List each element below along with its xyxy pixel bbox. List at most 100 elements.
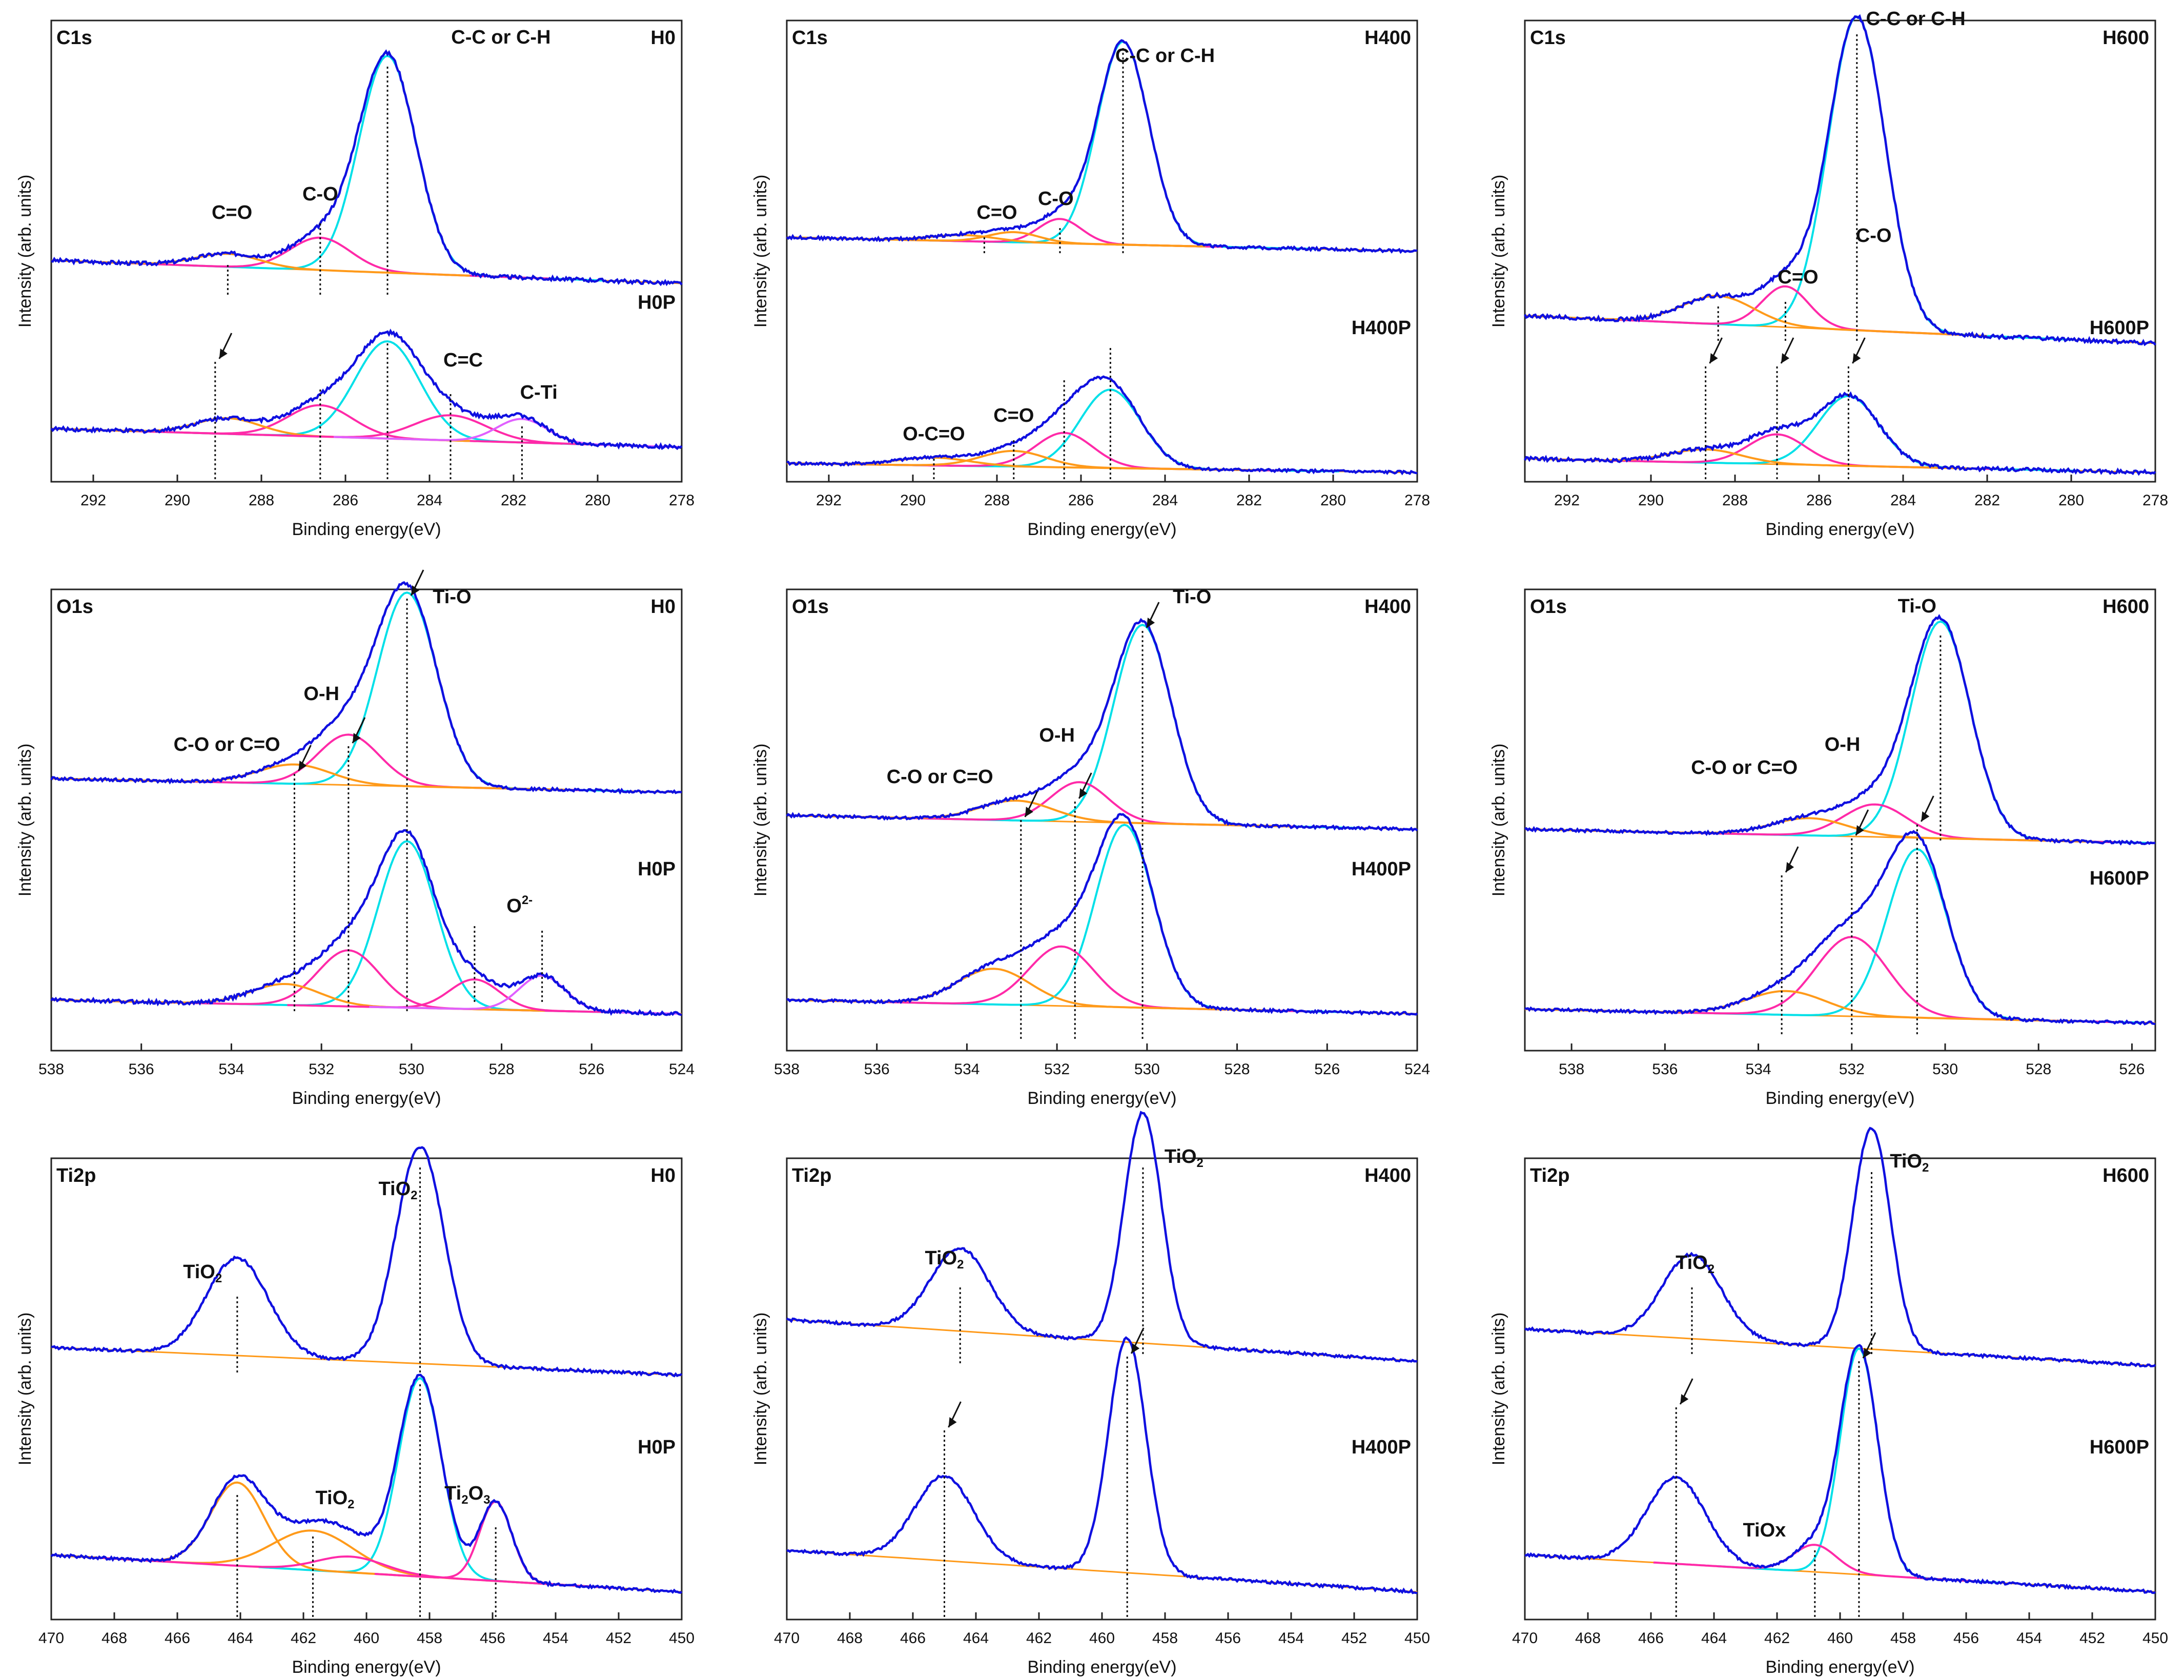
annotation-text: Ti-O <box>1898 596 1936 617</box>
sample-label: H0 <box>650 1165 676 1186</box>
x-tick-label: 534 <box>1746 1061 1771 1078</box>
panel-title: Ti2p <box>1530 1165 1569 1186</box>
annotation-text: O-H <box>1825 734 1861 755</box>
annotation-text: TiO <box>379 1178 411 1200</box>
x-tick-label: 458 <box>1152 1630 1178 1647</box>
y-axis-label: Intensity (arb. units) <box>15 1313 35 1466</box>
annotation-subscript: 2 <box>411 1189 417 1202</box>
annotation-superscript: 2- <box>522 893 533 907</box>
component-peak <box>1716 620 2154 844</box>
x-tick-label: 278 <box>669 492 695 509</box>
x-tick-label: 530 <box>399 1061 424 1078</box>
annotation-text: C-C or C-H <box>451 27 550 48</box>
x-tick-label: 470 <box>38 1630 64 1647</box>
x-tick-label: 536 <box>864 1061 890 1078</box>
peak-annotation: C-O <box>302 183 338 205</box>
arrow-head <box>1786 862 1794 872</box>
panel-ti2p-h600: 470 468 466 464 462 460 458 456 454 452 450 Binding… <box>1489 1126 2168 1677</box>
panel-ti2p-h400: 470 468 466 464 462 460 458 456 454 452 450 Binding… <box>751 1111 1430 1677</box>
peak-annotation: TiO2 <box>925 1247 964 1272</box>
annotation-text: TiO <box>183 1261 215 1283</box>
annotation-text: TiO <box>1890 1151 1922 1172</box>
x-tick-label: 530 <box>1932 1061 1958 1078</box>
x-tick-label: 524 <box>669 1061 695 1078</box>
peak-annotation: TiO2 <box>1890 1151 1929 1175</box>
annotation-text: Ti-O <box>433 586 471 608</box>
panel-o1s-h0: 538 536 534 532 530 528 526 524 Binding energy(e… <box>15 569 695 1108</box>
peak-annotation: C-C or C-H <box>451 27 550 48</box>
annotation-text: C=C <box>443 350 483 371</box>
annotation-text: C-O or C=O <box>174 734 280 755</box>
x-axis-label: Binding energy(eV) <box>1027 1089 1176 1108</box>
x-tick-label: 530 <box>1134 1061 1160 1078</box>
envelope-h0p <box>50 829 682 1016</box>
x-tick-label: 290 <box>1638 492 1664 509</box>
x-tick-label: 534 <box>954 1061 979 1078</box>
arrow-head <box>1147 618 1155 628</box>
x-tick-label: 450 <box>2142 1630 2168 1647</box>
annotation-subscript: 2 <box>1922 1161 1929 1175</box>
annotation-subscript: 2 <box>1708 1262 1714 1276</box>
peak-annotation: C-O <box>1038 188 1074 210</box>
x-tick-label: 536 <box>129 1061 154 1078</box>
annotation-subscript: 2 <box>1197 1156 1203 1170</box>
x-tick-label: 288 <box>1722 492 1748 509</box>
x-tick-label: 286 <box>333 492 358 509</box>
x-tick-label: 466 <box>165 1630 190 1647</box>
x-tick-label: 538 <box>1559 1061 1584 1078</box>
x-tick-label: 454 <box>2016 1630 2042 1647</box>
sample-label: H0 <box>650 596 676 618</box>
y-axis-label: Intensity (arb. units) <box>1489 175 1508 328</box>
x-tick-label: 470 <box>774 1630 800 1647</box>
envelope-h400 <box>786 39 1418 254</box>
envelope-h400p <box>786 1336 1418 1594</box>
envelope-h600p <box>1524 1344 2156 1594</box>
annotation-text: O-C=O <box>903 423 965 445</box>
plot-frame <box>50 588 683 1052</box>
x-tick-label: 528 <box>2026 1061 2051 1078</box>
component-peak <box>1653 1544 1976 1583</box>
annotation-text: C-Ti <box>520 382 558 403</box>
component-peak <box>287 978 662 1015</box>
x-axis-label: Binding energy(eV) <box>1765 1089 1914 1108</box>
arrow-head <box>1025 807 1033 817</box>
background-line <box>1524 1328 2156 1367</box>
x-tick-label: 526 <box>579 1061 604 1078</box>
panel-title: Ti2p <box>56 1165 96 1186</box>
arrow-head <box>1863 1348 1871 1358</box>
x-axis-label: Binding energy(eV) <box>292 1089 441 1108</box>
x-tick-label: 452 <box>1341 1630 1367 1647</box>
sample-label: H400P <box>1352 317 1411 339</box>
peak-annotation: C=O <box>993 405 1034 426</box>
y-axis-label: Intensity (arb. units) <box>751 744 770 897</box>
sample-label: H0P <box>638 292 676 314</box>
x-tick-label: 288 <box>984 492 1010 509</box>
annotation-text: C=O <box>976 202 1017 223</box>
panel-ti2p-h0: 470 468 466 464 462 460 458 456 454 452 450 Binding… <box>15 1146 695 1677</box>
peak-annotation: TiO2 <box>1165 1146 1203 1170</box>
x-tick-label: 468 <box>837 1630 863 1647</box>
arrow-head <box>1079 788 1088 798</box>
x-axis-label: Binding energy(eV) <box>1027 1657 1176 1677</box>
x-tick-label: 454 <box>543 1630 568 1647</box>
panel-title: C1s <box>1530 27 1566 49</box>
x-tick-label: 460 <box>1089 1630 1115 1647</box>
plot-frame <box>786 588 1418 1052</box>
x-tick-label: 526 <box>2119 1061 2145 1078</box>
envelope-h600 <box>1524 14 2156 346</box>
arrow-head <box>298 761 307 771</box>
plot-frame <box>786 1157 1418 1621</box>
x-tick-label: 450 <box>1404 1630 1430 1647</box>
x-tick-label: 456 <box>480 1630 505 1647</box>
sample-label: H600P <box>2090 868 2149 889</box>
peak-annotation: C=O <box>1778 267 1818 288</box>
x-tick-label: 282 <box>1974 492 2000 509</box>
peak-annotation: C-C or C-H <box>1115 45 1215 67</box>
annotation-text: O <box>506 895 522 917</box>
x-tick-label: 538 <box>774 1061 800 1078</box>
peak-annotation: Ti2O3 <box>444 1483 490 1507</box>
annotation-text: O-H <box>1039 725 1075 746</box>
envelope-h600 <box>1524 613 2156 846</box>
y-axis-label: Intensity (arb. units) <box>1489 744 1508 897</box>
annotation-text: C-O or C=O <box>887 766 993 788</box>
